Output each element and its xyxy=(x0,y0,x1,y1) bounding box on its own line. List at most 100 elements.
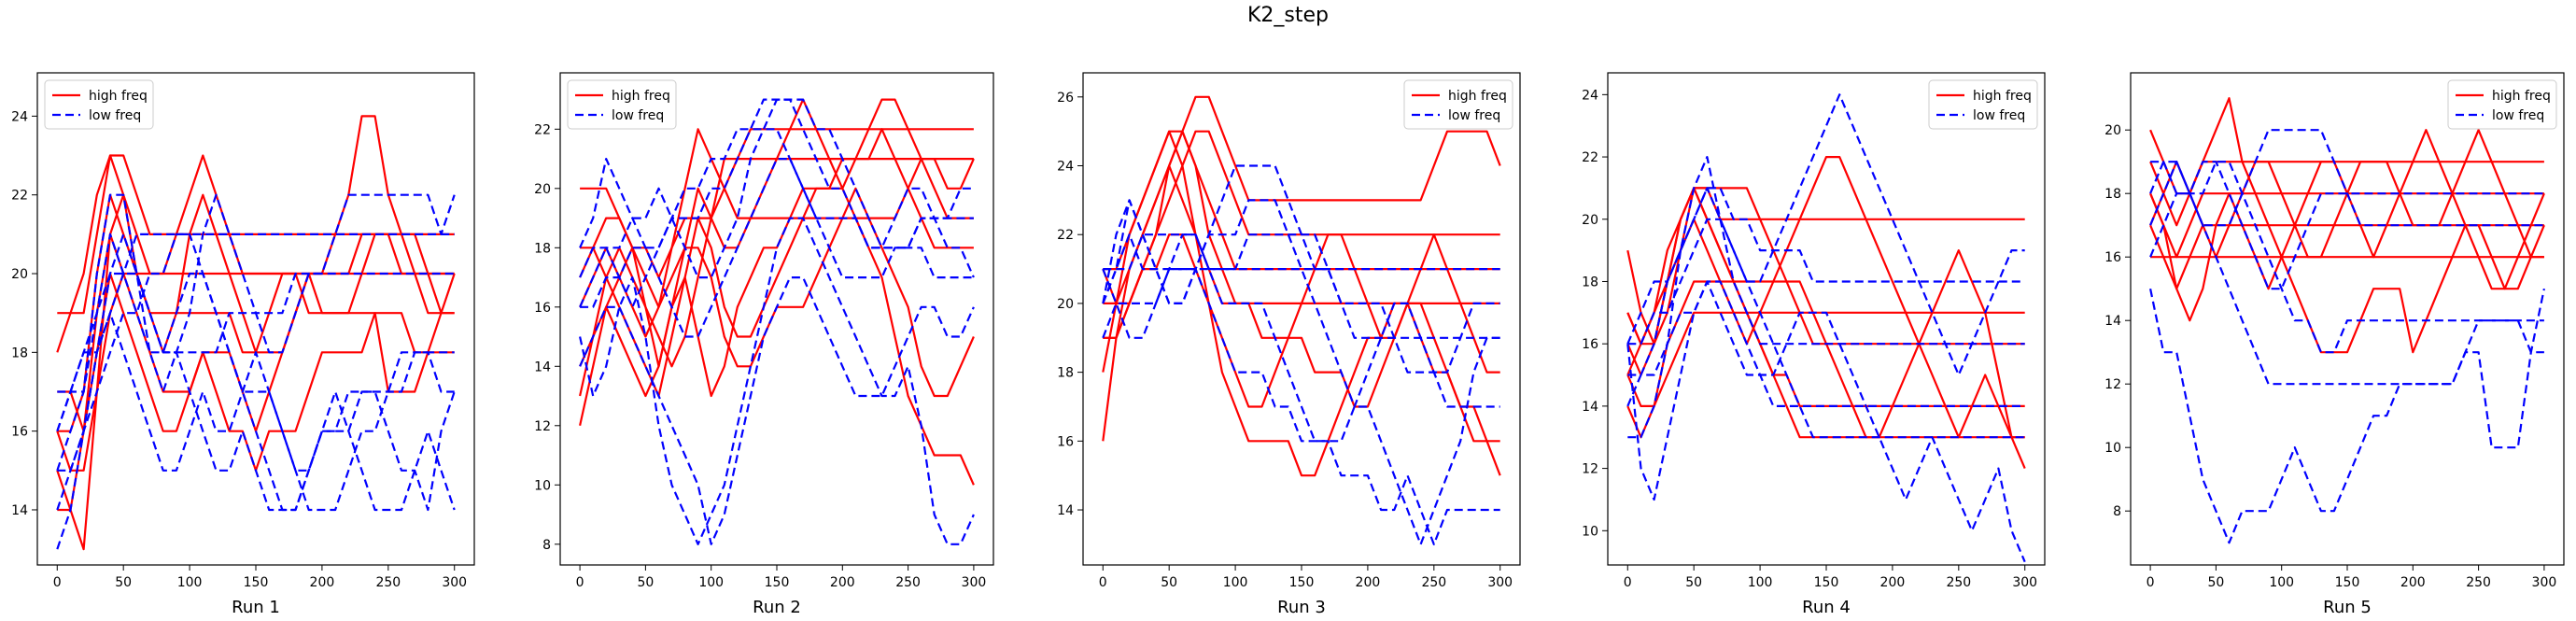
high-freq-line-4 xyxy=(579,128,975,338)
x-tick-label: 0 xyxy=(1099,575,1107,590)
x-tick-label: 100 xyxy=(1223,575,1248,590)
x-tick-label: 150 xyxy=(765,575,790,590)
high-freq-line-6 xyxy=(1103,233,1500,408)
x-axis-label: Run 5 xyxy=(2323,598,2372,617)
legend-label: low freq xyxy=(612,108,664,123)
high-freq-line-7 xyxy=(579,158,974,397)
x-tick-label: 250 xyxy=(1421,575,1446,590)
x-tick-label: 100 xyxy=(177,575,203,590)
legend-box xyxy=(1928,79,2038,130)
low-freq-line-13 xyxy=(1102,233,1500,374)
low-freq-line-10 xyxy=(2149,161,2544,354)
x-tick-label: 0 xyxy=(1624,575,1632,590)
x-tick-label: 150 xyxy=(1814,575,1839,590)
subplot-4: 0 50 100 150 200 250 300 10 12 14 16 18 20 22 24 Run 4 h… xyxy=(1582,72,2046,617)
y-tick-label: 18 xyxy=(1582,275,1598,289)
legend-label: high freq xyxy=(2492,89,2551,104)
x-axis-label: Run 2 xyxy=(753,598,801,617)
low-freq-line-11 xyxy=(1626,280,2026,563)
legend: high freq low freq xyxy=(2447,79,2557,130)
x-axis-label: Run 4 xyxy=(1802,598,1851,617)
y-tick-label: 22 xyxy=(1057,228,1074,243)
y-tick-label: 22 xyxy=(1582,150,1598,165)
subplot-1: 0 50 100 150 200 250 300 14 16 18 20 22 24 Run 1 high … xyxy=(11,72,475,617)
x-tick-label: 150 xyxy=(2335,575,2360,590)
y-tick-label: 16 xyxy=(11,425,28,440)
y-tick-label: 18 xyxy=(11,346,28,360)
x-tick-label: 150 xyxy=(1289,575,1315,590)
y-tick-label: 20 xyxy=(1582,213,1598,228)
y-tick-label: 14 xyxy=(2104,314,2121,329)
legend-label: low freq xyxy=(1973,108,2025,123)
x-tick-label: 0 xyxy=(576,575,584,590)
low-freq-line-10 xyxy=(579,128,975,308)
legend: high freq low freq xyxy=(1403,79,1513,130)
x-axis-label: Run 3 xyxy=(1277,598,1326,617)
x-tick-label: 0 xyxy=(2147,575,2155,590)
legend-box xyxy=(44,79,154,130)
x-tick-label: 200 xyxy=(1356,575,1381,590)
y-tick-label: 12 xyxy=(2104,377,2121,392)
low-freq-line-12 xyxy=(579,158,974,338)
legend-label: high freq xyxy=(1448,89,1507,104)
low-freq-line-8 xyxy=(1627,156,2025,439)
x-tick-label: 50 xyxy=(1161,575,1177,590)
figure-suptitle: K2_step xyxy=(1246,4,1329,27)
y-tick-label: 10 xyxy=(1582,524,1598,539)
x-tick-label: 200 xyxy=(310,575,335,590)
x-tick-label: 300 xyxy=(2532,575,2557,590)
low-freq-line-13 xyxy=(1626,187,2025,345)
y-tick-label: 20 xyxy=(2104,123,2121,138)
x-tick-label: 250 xyxy=(2466,575,2491,590)
x-tick-label: 300 xyxy=(1487,575,1513,590)
x-tick-label: 50 xyxy=(115,575,132,590)
y-tick-label: 8 xyxy=(542,538,551,553)
y-tick-label: 16 xyxy=(1057,434,1074,449)
x-tick-label: 200 xyxy=(1880,575,1906,590)
y-tick-label: 8 xyxy=(2113,504,2121,519)
x-tick-label: 50 xyxy=(2207,575,2224,590)
legend-label: low freq xyxy=(1448,108,1500,123)
y-tick-label: 14 xyxy=(1582,400,1598,415)
x-tick-label: 200 xyxy=(2400,575,2426,590)
low-freq-line-11 xyxy=(1102,268,1500,339)
y-tick-label: 14 xyxy=(1057,503,1074,518)
low-freq-line-12 xyxy=(1103,233,1500,546)
y-tick-label: 16 xyxy=(2104,250,2121,265)
low-freq-line-12 xyxy=(56,312,455,511)
y-tick-label: 24 xyxy=(1057,160,1074,175)
y-tick-label: 16 xyxy=(534,301,551,316)
legend-label: high freq xyxy=(89,89,148,104)
y-tick-label: 24 xyxy=(1582,88,1598,103)
x-tick-label: 250 xyxy=(1946,575,1971,590)
y-tick-label: 26 xyxy=(1057,91,1074,106)
y-tick-label: 18 xyxy=(534,241,551,256)
legend-label: high freq xyxy=(612,89,670,104)
y-tick-label: 16 xyxy=(1582,337,1598,352)
legend-label: low freq xyxy=(2492,108,2544,123)
legend-box xyxy=(2447,79,2557,130)
y-tick-label: 18 xyxy=(1057,366,1074,381)
legend-box xyxy=(567,79,677,130)
x-tick-label: 200 xyxy=(830,575,855,590)
y-tick-label: 18 xyxy=(2104,187,2121,202)
legend-label: high freq xyxy=(1973,89,2032,104)
x-tick-label: 50 xyxy=(637,575,654,590)
x-tick-label: 300 xyxy=(2012,575,2037,590)
y-tick-label: 10 xyxy=(534,478,551,493)
axes-frame xyxy=(2130,72,2565,566)
legend-box xyxy=(1403,79,1513,130)
y-tick-label: 10 xyxy=(2104,441,2121,456)
x-tick-label: 250 xyxy=(375,575,401,590)
x-tick-label: 100 xyxy=(698,575,724,590)
legend: high freq low freq xyxy=(567,79,677,130)
x-tick-label: 150 xyxy=(244,575,269,590)
x-tick-label: 300 xyxy=(962,575,987,590)
low-freq-line-11 xyxy=(579,276,975,545)
y-tick-label: 22 xyxy=(11,189,28,204)
low-freq-line-13 xyxy=(580,98,974,308)
x-tick-label: 100 xyxy=(1748,575,1773,590)
y-tick-label: 12 xyxy=(534,419,551,434)
low-freq-line-9 xyxy=(2149,161,2544,386)
